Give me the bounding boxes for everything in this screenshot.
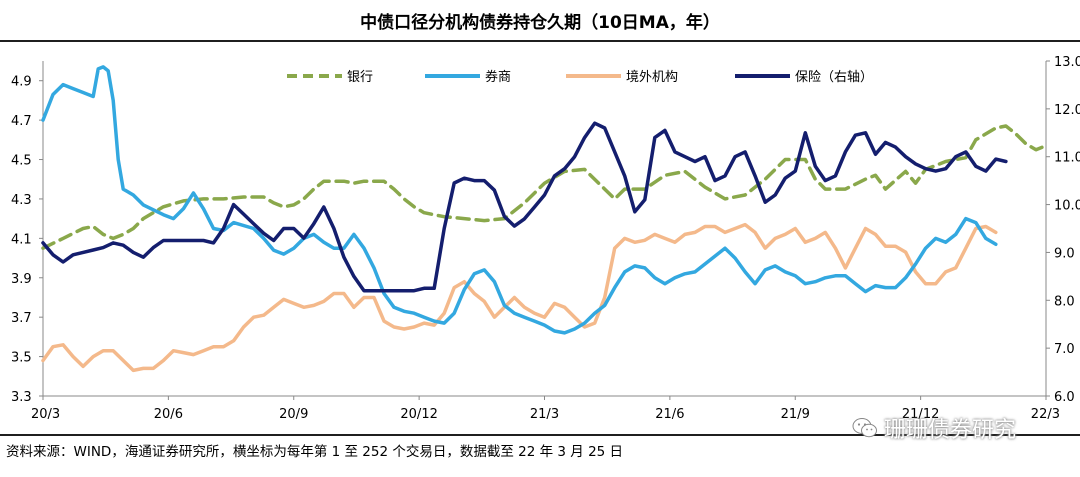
y-left-tick-label: 3.3 <box>11 390 32 405</box>
legend-label-3: 保险（右轴） <box>795 70 873 85</box>
wechat-icon <box>852 418 877 438</box>
y-right-tick-label: 13.0 <box>1054 55 1080 70</box>
y-right-tick-label: 12.0 <box>1054 103 1080 118</box>
x-tick-label: 20/3 <box>31 407 60 422</box>
y-left-tick-label: 4.5 <box>11 154 32 169</box>
y-left-tick-label: 4.1 <box>11 232 32 247</box>
y-left-tick-label: 4.7 <box>11 114 32 129</box>
source-note: 资料来源：WIND，海通证券研究所，横坐标为每年第 1 至 252 个交易日，数… <box>6 444 624 460</box>
watermark-text: 珊珊债券研究 <box>884 418 1017 443</box>
x-tick-label: 20/6 <box>154 407 183 422</box>
series-line-0 <box>41 124 1048 250</box>
x-tick-label: 21/3 <box>530 407 559 422</box>
y-left-tick-label: 3.7 <box>11 311 32 326</box>
x-tick-label: 20/12 <box>400 407 437 422</box>
series-line-1 <box>41 65 998 335</box>
title-divider <box>0 40 1080 42</box>
x-tick-label: 21/12 <box>902 407 939 422</box>
x-tick-label: 22/3 <box>1031 407 1060 422</box>
series-layer <box>41 65 1048 373</box>
y-right-tick-label: 9.0 <box>1054 246 1075 261</box>
series-line-2 <box>41 222 998 373</box>
watermark: 珊珊债券研究 <box>852 412 1016 444</box>
footer-divider <box>0 434 1080 436</box>
legend-label-0: 银行 <box>347 70 373 85</box>
legend-label-1: 券商 <box>485 69 511 85</box>
y-right-tick-label: 6.0 <box>1054 390 1075 405</box>
y-left-tick-label: 4.3 <box>11 193 32 208</box>
x-tick-label: 21/6 <box>655 407 684 422</box>
y-left-tick-label: 3.9 <box>11 272 32 287</box>
chart-title: 中债口径分机构债券持仓久期（10日MA，年） <box>360 12 720 33</box>
series-line-3 <box>41 121 1008 293</box>
legend-label-2: 境外机构 <box>626 70 678 85</box>
y-right-tick-label: 8.0 <box>1054 294 1075 309</box>
y-right-tick-label: 11.0 <box>1054 151 1080 166</box>
y-left-tick-label: 3.5 <box>11 351 32 366</box>
y-right-tick-label: 10.0 <box>1054 199 1080 214</box>
chart-axes: 3.3 3.5 3.7 3.9 4.1 4.3 4.5 4.7 4.9 6.0 7.0 8.0 9.0 1… <box>11 55 1080 422</box>
y-right-tick-label: 7.0 <box>1054 342 1075 357</box>
x-tick-label: 21/9 <box>781 407 810 422</box>
x-tick-label: 20/9 <box>279 407 308 422</box>
legend: 银行 券商 境外机构 保险（右轴） <box>287 69 873 85</box>
y-left-tick-label: 4.9 <box>11 75 32 90</box>
